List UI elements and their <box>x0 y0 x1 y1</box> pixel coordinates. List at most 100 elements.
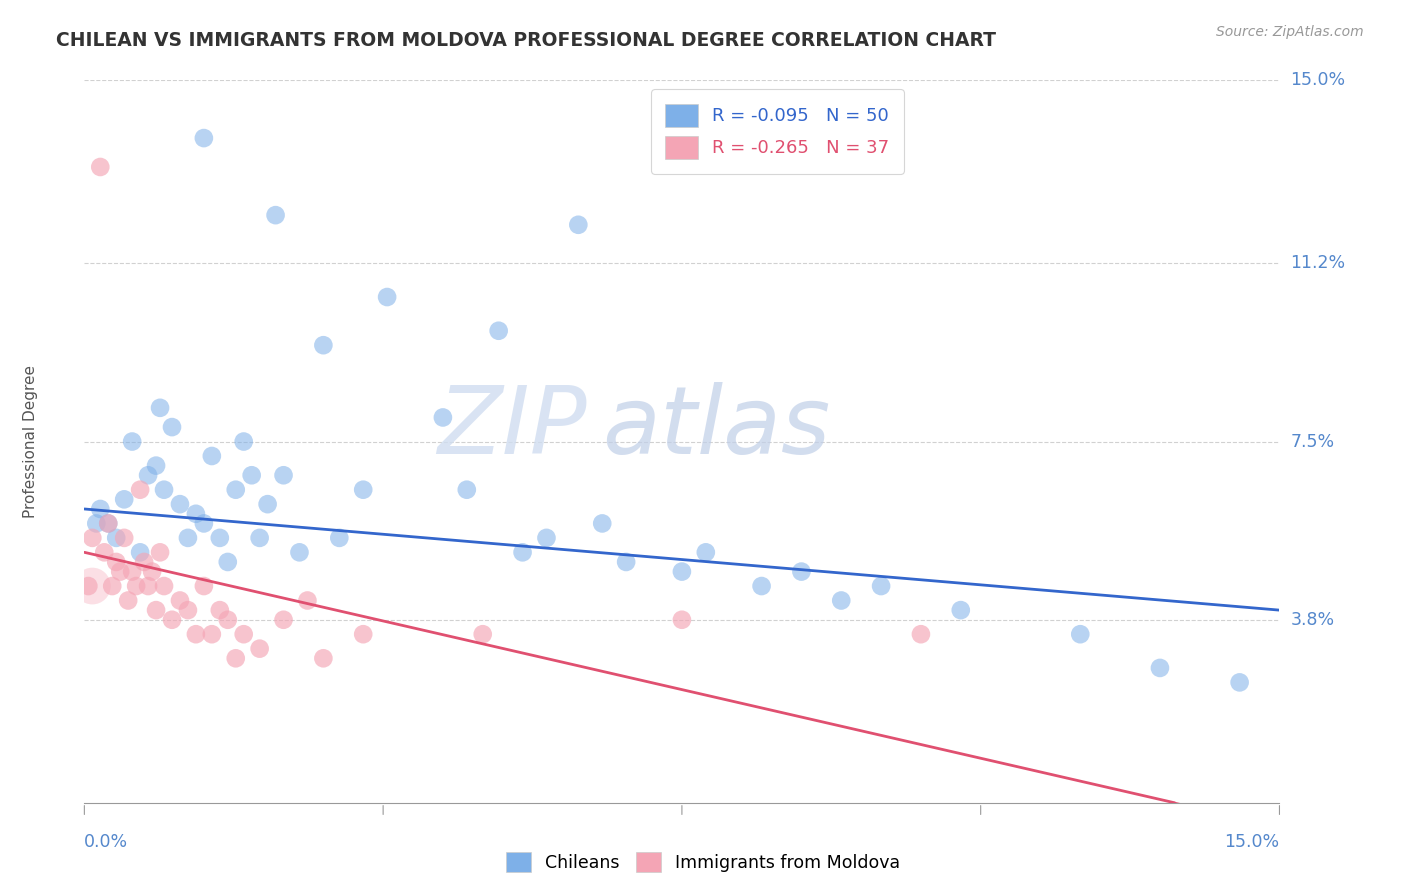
Point <box>488 324 510 338</box>
Point <box>121 434 143 449</box>
Point <box>129 483 152 497</box>
Text: atlas: atlas <box>602 382 831 473</box>
Text: Professional Degree: Professional Degree <box>22 365 38 518</box>
Point <box>790 565 813 579</box>
Point <box>870 579 893 593</box>
Point <box>375 290 398 304</box>
Point <box>136 579 159 593</box>
Point <box>160 613 183 627</box>
Point <box>751 579 773 593</box>
Point <box>567 218 589 232</box>
Point <box>112 492 135 507</box>
Point <box>910 627 932 641</box>
Point <box>591 516 613 531</box>
Text: Source: ZipAtlas.com: Source: ZipAtlas.com <box>1216 25 1364 39</box>
Point <box>82 579 104 593</box>
Point <box>328 531 350 545</box>
Point <box>949 603 972 617</box>
Point <box>352 627 374 641</box>
Point <box>264 208 287 222</box>
Point <box>249 641 271 656</box>
Point <box>536 531 558 545</box>
Point <box>93 545 115 559</box>
Point <box>671 613 693 627</box>
Point <box>105 531 128 545</box>
Text: 15.0%: 15.0% <box>1225 833 1279 851</box>
Point <box>82 531 104 545</box>
Point <box>77 579 100 593</box>
Text: CHILEAN VS IMMIGRANTS FROM MOLDOVA PROFESSIONAL DEGREE CORRELATION CHART: CHILEAN VS IMMIGRANTS FROM MOLDOVA PROFE… <box>56 31 997 50</box>
Point <box>149 401 172 415</box>
Point <box>312 338 335 352</box>
Point <box>614 555 637 569</box>
Point <box>97 516 120 531</box>
Point <box>208 531 231 545</box>
Point <box>177 531 200 545</box>
Point <box>232 627 254 641</box>
Point <box>273 468 295 483</box>
Point <box>89 502 111 516</box>
Point <box>297 593 319 607</box>
Point <box>471 627 494 641</box>
Point <box>141 565 163 579</box>
Point <box>225 651 247 665</box>
Point <box>105 555 128 569</box>
Point <box>112 531 135 545</box>
Point <box>89 160 111 174</box>
Point <box>432 410 454 425</box>
Point <box>456 483 478 497</box>
Point <box>217 613 239 627</box>
Point <box>232 434 254 449</box>
Point <box>160 420 183 434</box>
Text: ZIP: ZIP <box>437 382 586 473</box>
Point <box>97 516 120 531</box>
Point <box>149 545 172 559</box>
Point <box>1149 661 1171 675</box>
Point <box>177 603 200 617</box>
Point <box>830 593 852 607</box>
Point <box>225 483 247 497</box>
Point <box>117 593 139 607</box>
Text: 0.0%: 0.0% <box>84 833 128 851</box>
Point <box>193 131 215 145</box>
Point <box>184 627 207 641</box>
Point <box>125 579 148 593</box>
Text: 15.0%: 15.0% <box>1291 71 1346 89</box>
Point <box>153 579 176 593</box>
Point <box>184 507 207 521</box>
Point <box>201 627 224 641</box>
Point <box>273 613 295 627</box>
Point <box>240 468 263 483</box>
Text: 7.5%: 7.5% <box>1291 433 1334 450</box>
Text: 3.8%: 3.8% <box>1291 611 1334 629</box>
Point <box>208 603 231 617</box>
Point <box>217 555 239 569</box>
Point <box>169 593 191 607</box>
Point <box>110 565 132 579</box>
Point <box>1229 675 1251 690</box>
Point <box>121 565 143 579</box>
Point <box>145 603 167 617</box>
Point <box>1069 627 1091 641</box>
Point <box>671 565 693 579</box>
Point <box>249 531 271 545</box>
Point <box>312 651 335 665</box>
Point <box>169 497 191 511</box>
Point <box>695 545 717 559</box>
Text: 11.2%: 11.2% <box>1291 254 1346 272</box>
Point <box>101 579 124 593</box>
Point <box>136 468 159 483</box>
Point <box>512 545 534 559</box>
Legend: Chileans, Immigrants from Moldova: Chileans, Immigrants from Moldova <box>499 845 907 879</box>
Point <box>288 545 311 559</box>
Point <box>129 545 152 559</box>
Point <box>86 516 108 531</box>
Point <box>193 579 215 593</box>
Point <box>352 483 374 497</box>
Point <box>132 555 156 569</box>
Point <box>201 449 224 463</box>
Point <box>193 516 215 531</box>
Point <box>153 483 176 497</box>
Point <box>145 458 167 473</box>
Legend: R = -0.095   N = 50, R = -0.265   N = 37: R = -0.095 N = 50, R = -0.265 N = 37 <box>651 89 904 174</box>
